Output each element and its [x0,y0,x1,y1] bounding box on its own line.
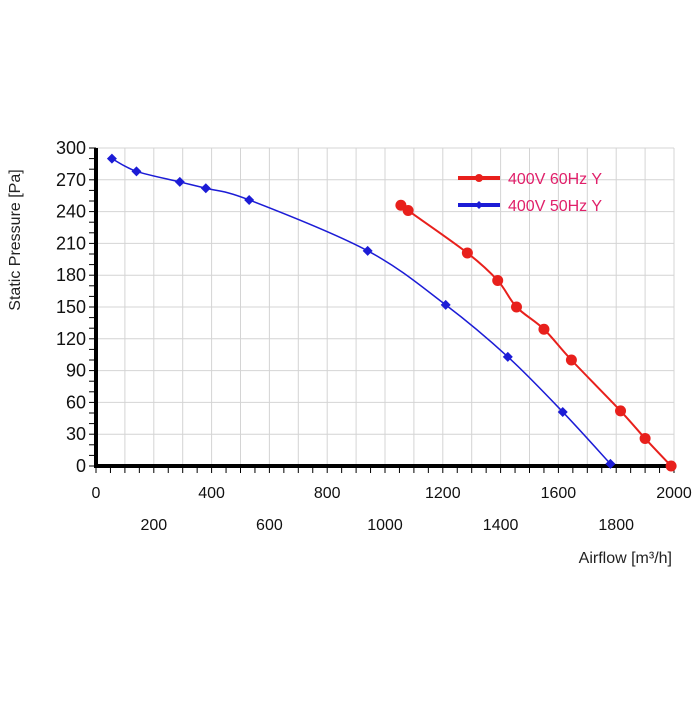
x-tick-label: 1400 [483,517,519,534]
data-point [665,460,677,472]
legend-item: 400V 50Hz Y [458,198,602,215]
y-axis-title: Static Pressure [Pa] [7,169,24,310]
legend-item: 400V 60Hz Y [458,171,602,188]
data-point [200,183,211,194]
legend-marker [475,201,483,209]
data-point [557,406,568,417]
data-point [565,354,577,366]
x-tick-label: 1000 [367,517,403,534]
y-tick-label: 150 [56,297,86,317]
series-0 [395,199,677,472]
legend-label: 400V 60Hz Y [508,171,602,188]
data-point [538,323,550,335]
data-point [510,301,522,313]
data-point [461,247,473,259]
legend: 400V 60Hz Y 400V 50Hz Y [458,171,602,215]
y-tick-label: 180 [56,265,86,285]
legend-label: 400V 50Hz Y [508,198,602,215]
data-point [639,432,651,444]
y-tick-label: 120 [56,329,86,349]
tick-labels: 0 30 60 90 120 150 180 210 240 270 300 0 200 400 600 80… [56,138,692,534]
x-tick-label: 2000 [656,485,692,502]
y-tick-label: 60 [66,392,86,412]
data-point [131,166,142,177]
y-tick-label: 240 [56,202,86,222]
x-axis-title: Airflow [m³/h] [579,550,672,567]
grid [96,147,675,466]
x-tick-label: 0 [92,485,101,502]
x-tick-label: 1600 [541,485,577,502]
series-layer [106,153,677,472]
y-tick-label: 0 [76,456,86,476]
data-point [402,205,414,217]
legend-marker [475,174,483,182]
data-point [174,176,185,187]
x-tick-label: 400 [198,485,225,502]
x-tick-label: 200 [140,517,167,534]
data-point [440,299,451,310]
x-tick-label: 1200 [425,485,461,502]
y-tick-label: 300 [56,138,86,158]
y-tick-label: 210 [56,233,86,253]
x-tick-label: 1800 [598,517,634,534]
data-point [106,153,117,164]
data-point [502,351,513,362]
x-tick-label: 800 [314,485,341,502]
y-tick-label: 30 [66,424,86,444]
data-point [615,405,627,417]
series-line [399,204,672,467]
y-tick-label: 270 [56,170,86,190]
series-1 [106,153,616,469]
series-line [111,157,611,465]
y-tick-label: 90 [66,361,86,381]
x-tick-label: 600 [256,517,283,534]
data-point [492,275,504,286]
data-point [362,245,373,256]
data-point [244,194,255,205]
data-point [605,458,616,469]
